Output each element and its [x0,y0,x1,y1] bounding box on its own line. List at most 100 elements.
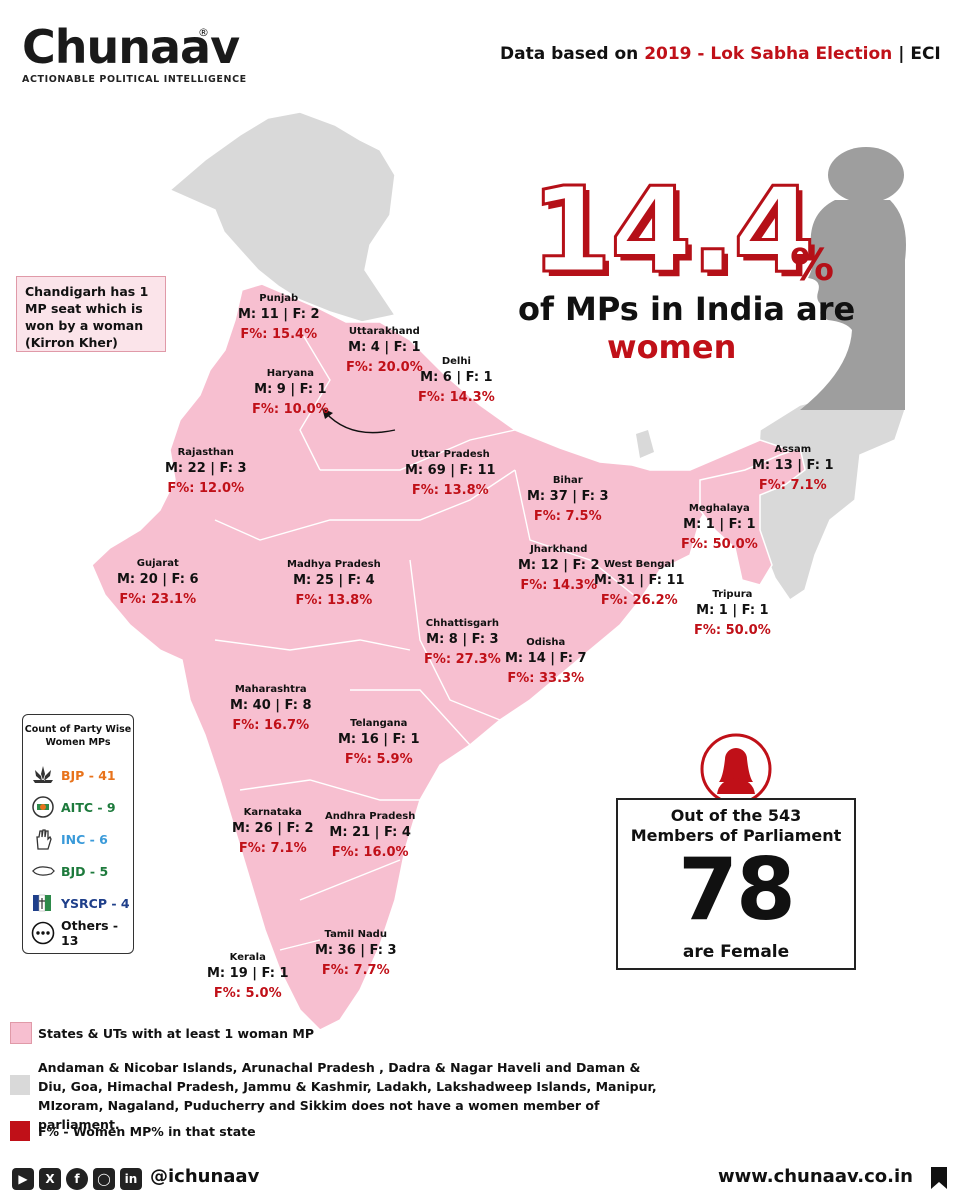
state-label-tripura: Tripura M: 1 | F: 1 F%: 50.0% [694,589,771,638]
legend-swatch-pink [10,1022,32,1044]
headline-line1: of MPs in India are [518,290,856,328]
state-label-bihar: Bihar M: 37 | F: 3 F%: 7.5% [527,475,609,524]
website-link[interactable]: www.chunaav.co.in [718,1166,913,1187]
party-row-others: Others - 13 [31,918,133,948]
state-counts: M: 40 | F: 8 [230,698,312,713]
state-counts: M: 11 | F: 2 [238,307,320,322]
party-row-ysrcp: YSRCP - 4 [31,889,130,917]
headline-percent-sign: % [790,240,835,291]
linkedin-icon[interactable]: in [120,1168,142,1190]
bookmark-icon[interactable] [930,1166,948,1190]
chandigarh-arrow [324,411,396,434]
state-label-gujarat: Gujarat M: 20 | F: 6 F%: 23.1% [117,558,199,607]
state-female-pct: F%: 13.8% [295,593,373,608]
state-name: Tripura [712,589,753,600]
state-label-maharashtra: Maharashtra M: 40 | F: 8 F%: 16.7% [230,684,312,733]
state-female-pct: F%: 50.0% [681,537,758,552]
instagram-icon[interactable]: ◯ [93,1168,115,1190]
state-name: Punjab [259,293,299,304]
party-row-aitc: AITC - 9 [31,793,116,821]
state-label-haryana: Haryana M: 9 | F: 1 F%: 10.0% [252,368,329,417]
stats-line2: Members of Parliament [630,826,842,845]
state-female-pct: F%: 50.0% [694,623,771,638]
state-name: Maharashtra [234,684,307,695]
state-female-pct: F%: 16.0% [331,845,409,860]
headline-percentage: 14.4 [528,161,816,299]
chandigarh-note: Chandigarh has 1 MP seat which is won by… [16,276,166,352]
state-label-punjab: Punjab M: 11 | F: 2 F%: 15.4% [238,293,320,342]
state-counts: M: 13 | F: 1 [752,458,834,473]
state-label-jharkhand: Jharkhand M: 12 | F: 2 F%: 14.3% [518,544,600,593]
state-counts: M: 6 | F: 1 [420,370,493,385]
state-female-pct: F%: 14.3% [520,578,598,593]
party-row-bjd: BJD - 5 [31,857,108,885]
state-counts: M: 14 | F: 7 [505,651,587,666]
state-label-uttar-pradesh: Uttar Pradesh M: 69 | F: 11 F%: 13.8% [405,449,496,498]
brand-tagline: ACTIONABLE POLITICAL INTELLIGENCE [22,74,247,85]
state-borders [214,329,641,951]
state-female-pct: F%: 20.0% [346,360,423,375]
india-map [91,111,906,1030]
state-name: Andhra Pradesh [325,811,416,822]
state-name: Uttar Pradesh [410,449,490,460]
state-female-pct: F%: 7.1% [238,841,307,856]
state-female-pct: F%: 27.3% [424,652,501,667]
state-counts: M: 22 | F: 3 [165,461,247,476]
state-counts: M: 19 | F: 1 [207,966,289,981]
state-female-pct: F%: 23.1% [119,592,197,607]
state-label-kerala: Kerala M: 19 | F: 1 F%: 5.0% [207,952,289,1001]
state-label-karnataka: Karnataka M: 26 | F: 2 F%: 7.1% [232,807,314,856]
legend-swatch-grey [10,1075,30,1095]
state-label-tamil-nadu: Tamil Nadu M: 36 | F: 3 F%: 7.7% [315,929,397,978]
more-icon [31,921,55,945]
data-source-suffix: | ECI [892,44,941,64]
state-label-chhattisgarh: Chhattisgarh M: 8 | F: 3 F%: 27.3% [424,618,501,667]
party-legend-title: Count of Party Wise Women MPs [24,724,132,748]
state-name: Madhya Pradesh [287,559,381,570]
x-icon[interactable]: X [39,1168,61,1190]
data-source: Data based on 2019 - Lok Sabha Election … [500,44,941,64]
state-name: Rajasthan [177,447,234,458]
state-name: Delhi [441,356,471,367]
state-name: Assam [774,444,812,455]
state-counts: M: 69 | F: 11 [405,463,496,478]
party-label: AITC - 9 [61,799,116,815]
state-name: Tamil Nadu [324,929,387,940]
assam-meghalaya-tripura [699,447,806,586]
north-no-women-region [168,111,397,323]
state-female-pct: F%: 14.3% [418,390,495,405]
hand-icon [31,827,55,851]
state-counts: M: 9 | F: 1 [254,382,327,397]
state-counts: M: 12 | F: 2 [518,558,600,573]
state-label-meghalaya: Meghalaya M: 1 | F: 1 F%: 50.0% [681,503,758,552]
facebook-icon[interactable]: f [66,1168,88,1190]
state-counts: M: 21 | F: 4 [329,825,411,840]
data-source-highlight: 2019 - Lok Sabha Election [644,44,893,64]
youtube-icon[interactable]: ▶ [12,1168,34,1190]
state-counts: M: 25 | F: 4 [293,573,375,588]
legend-text-red: F% - Women MP% in that state [38,1124,256,1139]
party-row-inc: INC - 6 [31,825,108,853]
state-female-pct: F%: 33.3% [507,671,585,686]
headline-line2: women [607,328,737,366]
state-name: Uttarakhand [348,326,420,337]
state-name: Gujarat [136,558,179,569]
state-counts: M: 16 | F: 1 [338,732,420,747]
state-counts: M: 8 | F: 3 [426,632,499,647]
state-label-west-bengal: West Bengal M: 31 | F: 11 F%: 26.2% [594,559,685,608]
state-label-delhi: Delhi M: 6 | F: 1 F%: 14.3% [418,356,495,405]
mainland-states-with-women-mps [91,283,791,1030]
state-female-pct: F%: 13.8% [411,483,489,498]
state-counts: M: 31 | F: 11 [594,573,685,588]
stats-line1: Out of the 543 [670,806,802,825]
state-name: Telangana [350,718,408,729]
state-female-pct: F%: 7.5% [533,509,602,524]
party-label: BJP - 41 [61,767,116,783]
state-label-andhra-pradesh: Andhra Pradesh M: 21 | F: 4 F%: 16.0% [325,811,415,860]
data-source-prefix: Data based on [500,44,645,64]
legend-text-pink: States & UTs with at least 1 woman MP [38,1026,315,1041]
social-handle[interactable]: @ichunaav [150,1166,260,1187]
aitc-flower-icon [31,795,55,819]
party-label: YSRCP - 4 [61,895,130,911]
female-user-icon [700,733,772,805]
